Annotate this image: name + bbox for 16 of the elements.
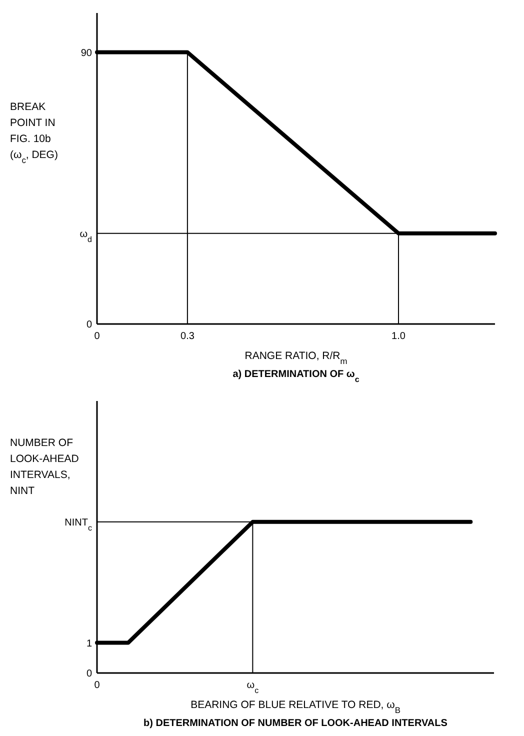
y-tick-label: ω$_{d}$ bbox=[80, 228, 92, 244]
x-tick-label: 0.3 bbox=[180, 331, 195, 342]
y-tick-label: 0 bbox=[86, 320, 92, 330]
y-tick-label: 1 bbox=[86, 638, 92, 650]
x-tick-label: ω$_{c}$ bbox=[246, 680, 259, 694]
y-axis-title: BREAK POINT IN FIG. 10b (ω$_{c}$, DEG) bbox=[10, 101, 58, 165]
y-tick-label: 0 bbox=[86, 668, 92, 680]
x-tick-label: 1.0 bbox=[392, 331, 406, 342]
x-axis-title: BEARING OF BLUE RELATIVE TO RED, ω$_{B}$ bbox=[190, 699, 401, 715]
y-tick-label: NINT$_{c}$ bbox=[64, 517, 92, 532]
x-tick-label: 0 bbox=[94, 331, 100, 342]
y-axis-title: NUMBER OF LOOK-AHEAD INTERVALS, NINT bbox=[10, 437, 80, 497]
y-tick-label: 90 bbox=[80, 48, 92, 59]
x-axis-title: RANGE RATIO, R/R$_{m}$ bbox=[244, 350, 348, 366]
text: b) DETERMINATION OF NUMBER OF LOOK-AHEAD INTERVALS bbox=[144, 718, 448, 729]
text: a) DETERMINATION OF ω$_{c}$ bbox=[232, 369, 360, 384]
